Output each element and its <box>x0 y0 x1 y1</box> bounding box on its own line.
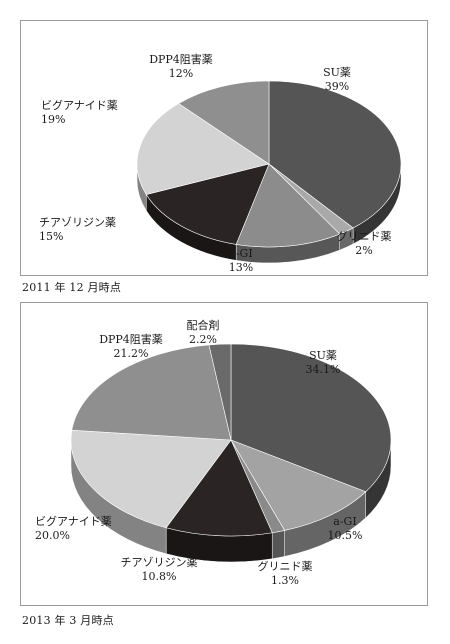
slice-value-a-gi: 13% <box>229 261 253 274</box>
pie-slice-biguanide <box>70 429 232 529</box>
slice-value-su: 39% <box>325 80 349 93</box>
pie-side-glinide <box>271 530 285 560</box>
slice-label-biguanide: ビグアナイド薬 <box>41 98 118 112</box>
slice-value-combination: 2.2% <box>189 333 217 346</box>
chart-caption-2011: 2011 年 12 月時点 <box>22 281 122 294</box>
slice-label-a-gi: a-GI <box>333 515 356 528</box>
slice-label-dpp4-inhibitor: DPP4阻害薬 <box>149 52 213 66</box>
pie-slice-su <box>268 80 402 229</box>
chart-panel-2013: SU薬 34.1% a-GI 10.5% グリニド薬 1.3% チアゾリジン薬 10.8% ビグ… <box>20 302 428 606</box>
slice-value-a-gi: 10.5% <box>328 529 363 542</box>
pie-slice-combination <box>208 343 232 441</box>
chart-caption-2013: 2013 年 3 月時点 <box>22 614 114 627</box>
pie-top <box>136 80 402 248</box>
slice-label-thiazolidine: チアゾリジン薬 <box>39 216 116 229</box>
pie-slice-su <box>230 343 392 493</box>
pie-slice-thiazolidine <box>165 439 273 537</box>
pie-slice-a-gi <box>230 439 367 531</box>
pie-slice-thiazolidine <box>145 163 270 245</box>
slice-value-dpp4-inhibitor: 12% <box>169 67 193 80</box>
slice-value-thiazolidine: 15% <box>39 230 63 243</box>
slice-value-glinide: 1.3% <box>271 574 299 587</box>
slice-label-biguanide: ビグアナイド薬 <box>35 514 112 528</box>
slice-label-su: SU薬 <box>309 349 337 362</box>
pie-slice-biguanide <box>136 103 270 195</box>
pie-slice-dpp4-inhibitor <box>71 344 232 441</box>
pie-top <box>70 343 392 537</box>
slice-label-dpp4-inhibitor: DPP4阻害薬 <box>99 332 163 346</box>
slice-label-combination: 配合剤 <box>187 318 220 332</box>
slice-label-thiazolidine: チアゾリジン薬 <box>121 556 198 569</box>
pie-slice-dpp4-inhibitor <box>178 80 270 165</box>
pie-slice-a-gi <box>235 163 341 248</box>
slice-value-biguanide: 20.0% <box>35 529 70 542</box>
slice-value-dpp4-inhibitor: 21.2% <box>114 347 149 360</box>
slice-label-glinide: グリニド薬 <box>337 229 392 243</box>
slice-value-thiazolidine: 10.8% <box>142 570 177 583</box>
slice-value-su: 34.1% <box>306 363 341 376</box>
slice-value-glinide: 2% <box>355 244 372 257</box>
chart-panel-2011: SU薬 39% グリニド薬 2% a-GI 13% チアゾリジン薬 15% ビグアナイド薬 19%… <box>20 20 428 276</box>
slice-label-glinide: グリニド薬 <box>258 559 313 573</box>
slice-label-a-gi: a-GI <box>229 247 252 260</box>
slice-value-biguanide: 19% <box>41 113 65 126</box>
slice-label-su: SU薬 <box>323 66 351 79</box>
